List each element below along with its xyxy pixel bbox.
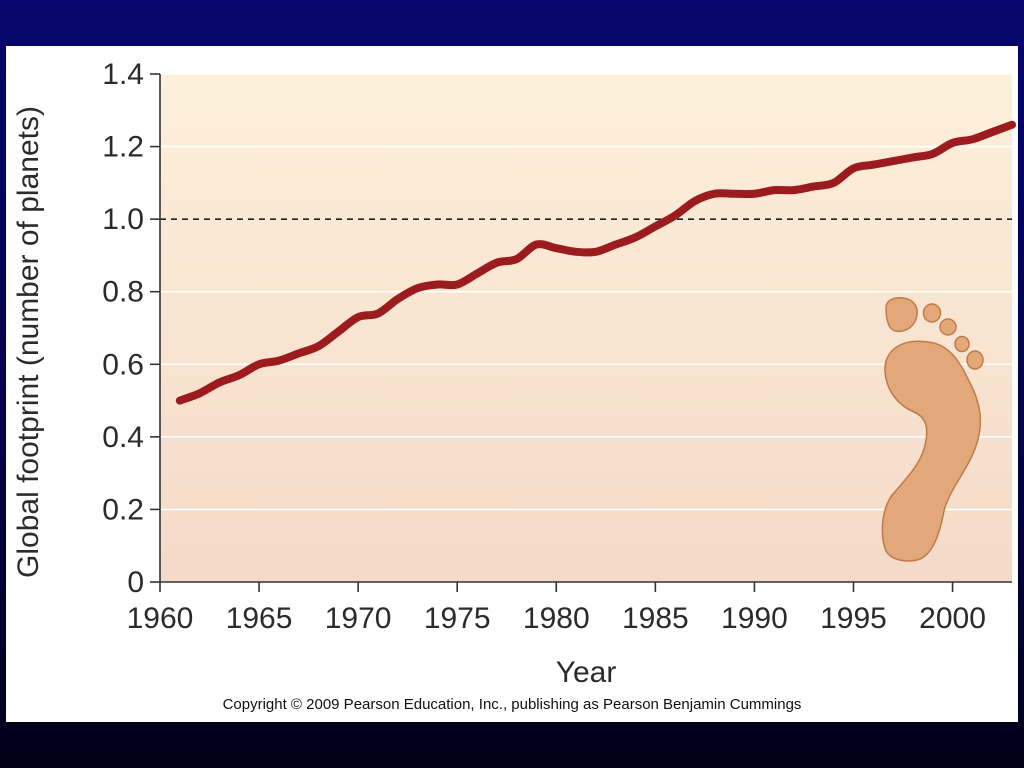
x-tick-label: 1960 <box>127 602 194 635</box>
footprint-icon <box>881 297 984 562</box>
plot-area <box>160 74 1012 582</box>
copyright-notice: Copyright © 2009 Pearson Education, Inc.… <box>222 696 802 713</box>
y-tick-label: 0.6 <box>102 348 144 381</box>
slide: 0 0.2 0.4 0.6 0.8 1.0 1.2 1.4 1960 1965 1970 1975 1… <box>6 46 1018 722</box>
y-tick-label: 0.4 <box>102 421 144 454</box>
x-tick-label: 1990 <box>721 602 788 635</box>
y-ticks: 0 0.2 0.4 0.6 0.8 1.0 1.2 1.4 <box>102 58 160 599</box>
axes <box>159 74 1012 583</box>
series-line <box>175 120 1016 405</box>
x-tick-label: 1965 <box>226 602 293 635</box>
x-tick-label: 2000 <box>919 602 986 635</box>
y-tick-label: 0.8 <box>102 276 144 309</box>
x-tick-label: 1995 <box>820 602 887 635</box>
y-tick-label: 0 <box>127 566 144 599</box>
y-tick-label: 1.4 <box>102 58 144 91</box>
y-tick-label: 1.0 <box>102 203 144 236</box>
x-tick-label: 1985 <box>622 602 689 635</box>
x-tick-label: 1975 <box>424 602 491 635</box>
footprint-chart: 00.20.40.60.81.01.21.4 1960 1965 1970 1975 1… <box>12 58 1016 689</box>
x-tick-label: 1970 <box>325 602 392 635</box>
y-tick-label: 1.2 <box>102 131 144 164</box>
grid-lines <box>160 73 1012 511</box>
x-ticks: 1960 1965 1970 1975 1980 1985 1990 1995 2000 <box>127 582 986 635</box>
x-tick-label: 1980 <box>523 602 590 635</box>
x-axis-title: Year <box>556 656 617 689</box>
y-axis-title: Global footprint (number of planets) <box>12 106 45 578</box>
y-tick-label: 0.2 <box>102 493 144 526</box>
